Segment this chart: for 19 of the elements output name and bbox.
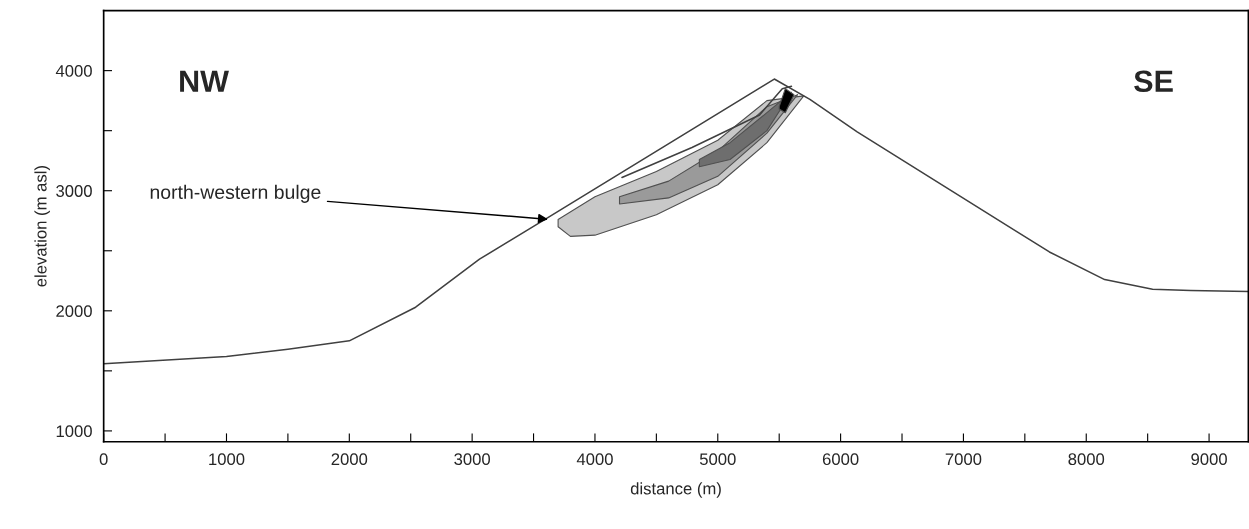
x-tick-label: 8000 bbox=[1068, 453, 1105, 466]
annotation: SE bbox=[1134, 70, 1173, 93]
x-tick-label: 7000 bbox=[945, 453, 982, 466]
annotation: NW bbox=[180, 70, 229, 92]
x-tick-label: 5000 bbox=[699, 453, 736, 466]
x-tick-label: 6000 bbox=[822, 453, 859, 466]
y-axis-title: elevation (m asl) bbox=[34, 166, 50, 287]
y-tick-label: 1000 bbox=[56, 425, 92, 438]
x-axis-title: distance (m) bbox=[630, 482, 721, 498]
y-tick-label: 3000 bbox=[56, 185, 92, 197]
annotation: north-western bulge bbox=[150, 184, 321, 203]
y-tick-label: 4000 bbox=[55, 65, 92, 77]
x-tick-label: 4000 bbox=[576, 453, 613, 466]
x-tick-label: 9000 bbox=[1191, 453, 1227, 466]
x-tick-label: 2000 bbox=[331, 453, 368, 466]
x-tick-label: 3000 bbox=[454, 453, 491, 466]
x-tick-label: 1000 bbox=[209, 453, 245, 466]
x-tick-label: 0 bbox=[99, 453, 108, 466]
y-tick-label: 2000 bbox=[56, 305, 92, 318]
